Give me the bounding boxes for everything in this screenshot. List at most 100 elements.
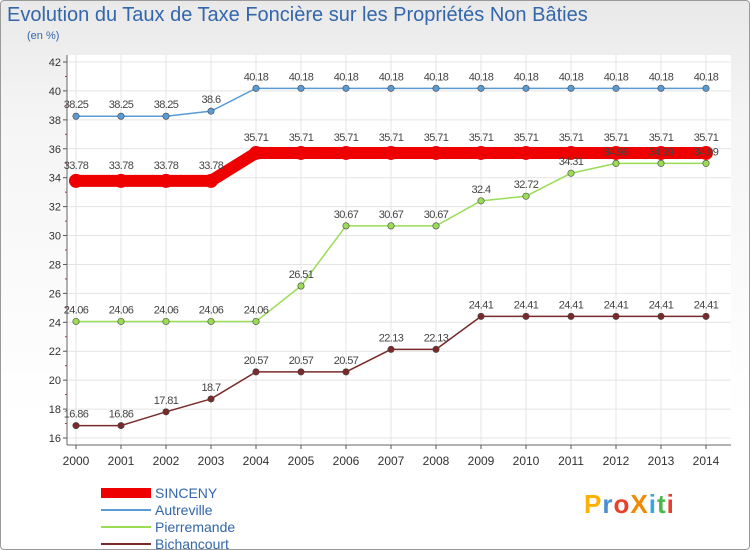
y-tick-label: 18 <box>49 404 61 416</box>
data-point-sinceny <box>159 173 173 188</box>
legend-swatch <box>101 488 151 498</box>
data-point-pierremande <box>162 317 170 325</box>
data-label-sinceny: 35.71 <box>244 132 269 144</box>
data-label-bichancourt: 24.41 <box>559 299 584 311</box>
logo-letter: P <box>584 489 603 519</box>
data-label-pierremande: 30.67 <box>334 209 359 221</box>
data-point-bichancourt <box>252 368 260 376</box>
data-label-bichancourt: 20.57 <box>289 355 314 367</box>
data-point-autreville <box>162 112 170 120</box>
legend-label: Bichancourt <box>155 536 229 550</box>
data-label-autreville: 38.25 <box>154 99 179 111</box>
data-point-bichancourt <box>117 422 125 430</box>
data-label-autreville: 40.18 <box>289 71 314 83</box>
y-tick-label: 36 <box>49 144 61 156</box>
data-point-sinceny <box>114 173 128 188</box>
y-tick-label: 28 <box>49 259 61 271</box>
data-point-sinceny <box>249 145 263 160</box>
data-point-pierremande <box>72 317 80 325</box>
data-point-bichancourt <box>702 312 710 320</box>
data-label-bichancourt: 22.13 <box>424 332 449 344</box>
legend-label: SINCENY <box>155 485 218 501</box>
data-label-sinceny: 33.78 <box>64 160 89 172</box>
data-label-autreville: 38.25 <box>109 99 134 111</box>
data-point-autreville <box>702 84 710 92</box>
data-point-pierremande <box>117 317 125 325</box>
data-label-sinceny: 35.71 <box>334 132 359 144</box>
data-point-pierremande <box>297 282 305 290</box>
data-point-autreville <box>72 112 80 120</box>
data-point-bichancourt <box>72 422 80 430</box>
data-label-pierremande: 24.06 <box>64 304 89 316</box>
data-label-bichancourt: 17.81 <box>154 395 179 407</box>
data-point-bichancourt <box>162 408 170 416</box>
logo-letter: r <box>602 489 614 519</box>
x-tick-label: 2011 <box>558 454 584 468</box>
y-tick-label: 34 <box>49 173 61 185</box>
data-point-pierremande <box>702 159 710 167</box>
data-point-sinceny <box>519 145 533 160</box>
data-label-bichancourt: 24.41 <box>469 299 494 311</box>
logo-letter: i <box>648 489 657 519</box>
data-label-autreville: 40.18 <box>604 71 629 83</box>
data-point-sinceny <box>609 145 623 160</box>
data-point-pierremande <box>477 197 485 205</box>
data-point-autreville <box>432 84 440 92</box>
data-point-autreville <box>567 84 575 92</box>
data-point-autreville <box>252 84 260 92</box>
data-point-pierremande <box>657 159 665 167</box>
data-point-bichancourt <box>342 368 350 376</box>
data-point-bichancourt <box>612 312 620 320</box>
data-label-bichancourt: 24.41 <box>604 299 629 311</box>
proxiti-logo: ProXiti <box>584 489 675 520</box>
data-label-bichancourt: 16.86 <box>64 409 89 421</box>
data-point-autreville <box>657 84 665 92</box>
data-point-autreville <box>477 84 485 92</box>
unit-label: (en %) <box>27 30 60 42</box>
data-point-pierremande <box>432 222 440 230</box>
data-label-sinceny: 33.78 <box>109 160 134 172</box>
data-label-autreville: 40.18 <box>469 71 494 83</box>
data-point-autreville <box>117 112 125 120</box>
data-label-bichancourt: 16.86 <box>109 409 134 421</box>
data-label-autreville: 40.18 <box>334 71 359 83</box>
y-tick-label: 20 <box>49 375 61 387</box>
data-label-autreville: 38.25 <box>64 99 89 111</box>
data-label-pierremande: 24.06 <box>154 304 179 316</box>
x-tick-label: 2006 <box>333 454 360 468</box>
data-point-pierremande <box>387 222 395 230</box>
data-label-pierremande: 24.06 <box>244 304 269 316</box>
logo-letter: X <box>630 489 649 519</box>
logo-letter: t <box>656 489 667 519</box>
x-tick-label: 2014 <box>693 454 720 468</box>
logo-letter: o <box>613 489 631 519</box>
data-label-autreville: 40.18 <box>649 71 674 83</box>
data-point-pierremande <box>567 169 575 177</box>
data-label-pierremande: 30.67 <box>379 209 404 221</box>
y-tick-label: 26 <box>49 288 61 300</box>
data-label-autreville: 40.18 <box>379 71 404 83</box>
chart-title: Evolution du Taux de Taxe Foncière sur l… <box>7 4 588 26</box>
x-tick-label: 2009 <box>468 454 495 468</box>
data-label-autreville: 40.18 <box>694 71 719 83</box>
data-point-autreville <box>207 107 215 115</box>
data-point-bichancourt <box>432 345 440 353</box>
data-point-sinceny <box>294 145 308 160</box>
data-point-autreville <box>612 84 620 92</box>
data-point-sinceny <box>654 145 668 160</box>
x-tick-label: 2007 <box>378 454 405 468</box>
data-label-sinceny: 35.71 <box>379 132 404 144</box>
y-tick-label: 40 <box>49 86 61 98</box>
data-label-sinceny: 35.71 <box>469 132 494 144</box>
data-label-pierremande: 26.51 <box>289 269 314 281</box>
data-label-bichancourt: 24.41 <box>514 299 539 311</box>
logo-letter: i <box>666 489 675 519</box>
data-label-bichancourt: 22.13 <box>379 332 404 344</box>
legend-label: Autreville <box>155 502 213 518</box>
data-label-pierremande: 34.99 <box>604 146 629 158</box>
data-label-autreville: 40.18 <box>514 71 539 83</box>
x-tick-label: 2012 <box>603 454 630 468</box>
x-tick-label: 2002 <box>153 454 180 468</box>
